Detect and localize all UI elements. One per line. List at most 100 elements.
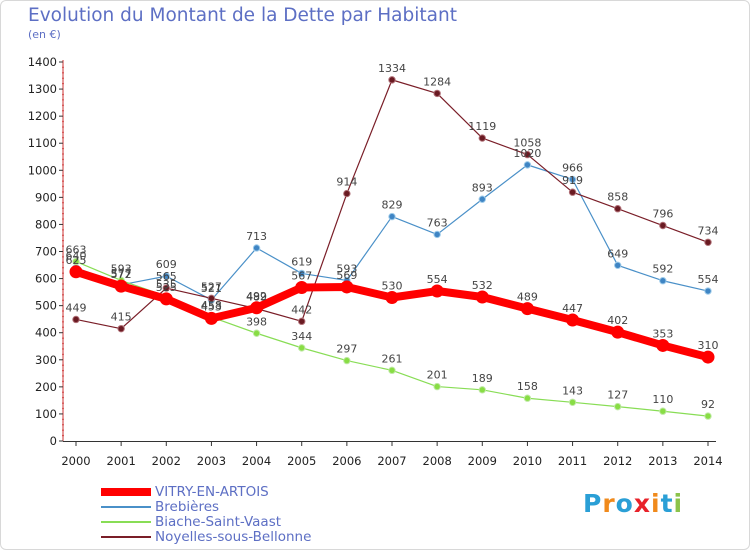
logo-letter: i: [673, 489, 684, 518]
data-point-noyelles-sous-bellonne: [659, 221, 667, 230]
data-point-brebi-res: [433, 230, 441, 239]
y-tick-label: 800: [35, 217, 57, 231]
data-label-noyelles-sous-bellonne: 919: [562, 174, 583, 187]
y-tick-label: 500: [35, 299, 57, 313]
y-minor-tick: [62, 136, 64, 139]
data-point-biache-saint-vaast: [433, 382, 441, 391]
x-tick-label: 2011: [558, 454, 587, 468]
data-point-biache-saint-vaast: [343, 356, 351, 365]
y-minor-tick: [62, 288, 64, 291]
y-minor-tick: [62, 266, 64, 269]
data-label-vitry-en-artois: 453: [201, 300, 222, 313]
legend-label: VITRY-EN-ARTOIS: [155, 484, 269, 500]
data-label-brebi-res: 593: [336, 262, 357, 275]
data-label-biache-saint-vaast: 398: [246, 315, 267, 328]
y-minor-tick: [62, 153, 64, 155]
data-point-noyelles-sous-bellonne: [614, 205, 622, 213]
y-minor-tick: [62, 147, 64, 150]
y-minor-tick: [62, 126, 64, 128]
data-point-vitry-en-artois: [385, 291, 399, 305]
legend-item: VITRY-EN-ARTOIS: [101, 485, 341, 500]
y-minor-tick: [62, 342, 64, 345]
data-label-brebi-res: 554: [698, 273, 719, 286]
y-tick-label: 900: [35, 190, 57, 204]
y-minor-tick: [62, 93, 64, 96]
y-minor-tick: [62, 364, 64, 367]
data-label-brebi-res: 609: [156, 258, 177, 271]
data-point-noyelles-sous-bellonne: [343, 189, 351, 198]
x-tick-label: 2012: [603, 454, 632, 468]
data-label-noyelles-sous-bellonne: 442: [291, 303, 312, 316]
data-label-noyelles-sous-bellonne: 565: [156, 270, 177, 283]
y-minor-tick: [62, 320, 64, 323]
data-point-brebi-res: [568, 175, 577, 184]
data-label-noyelles-sous-bellonne: 734: [698, 224, 719, 237]
data-label-vitry-en-artois: 353: [652, 327, 673, 340]
y-minor-tick: [62, 180, 64, 183]
y-minor-tick: [62, 228, 64, 231]
data-point-vitry-en-artois: [340, 280, 354, 294]
data-point-brebi-res: [478, 195, 486, 203]
data-label-biache-saint-vaast: 110: [652, 393, 673, 406]
y-minor-tick: [62, 218, 64, 220]
data-point-noyelles-sous-bellonne: [72, 315, 80, 324]
proxiti-logo: Proxiti: [583, 489, 683, 518]
data-point-brebi-res: [523, 161, 532, 169]
data-label-brebi-res: 577: [111, 267, 132, 280]
x-tick-label: 2004: [242, 454, 271, 468]
y-minor-tick: [62, 310, 64, 312]
y-minor-tick: [62, 234, 64, 237]
y-minor-tick: [62, 429, 64, 432]
data-point-noyelles-sous-bellonne: [704, 238, 712, 246]
y-minor-tick: [62, 293, 64, 296]
y-minor-tick: [62, 77, 64, 80]
legend: VITRY-EN-ARTOIS Brebières Biache-Saint-Vaa…: [101, 485, 341, 545]
y-minor-tick: [62, 174, 64, 177]
legend-item: Brebières: [101, 500, 341, 515]
data-label-noyelles-sous-bellonne: 1284: [423, 75, 451, 88]
legend-label: Brebières: [155, 499, 220, 515]
data-label-biache-saint-vaast: 458: [201, 299, 222, 312]
y-tick-label: 600: [35, 272, 57, 286]
data-label-vitry-en-artois: 402: [607, 314, 628, 327]
data-point-vitry-en-artois: [475, 290, 489, 304]
data-label-biache-saint-vaast: 593: [111, 262, 132, 275]
data-label-biache-saint-vaast: 201: [427, 369, 448, 382]
data-point-noyelles-sous-bellonne: [433, 89, 441, 98]
data-label-noyelles-sous-bellonne: 489: [246, 291, 267, 304]
data-label-vitry-en-artois: 447: [562, 302, 583, 315]
chart-title: Evolution du Montant de la Dette par Hab…: [28, 5, 457, 26]
data-label-brebi-res: 893: [472, 181, 493, 194]
data-label-vitry-en-artois: 532: [472, 279, 493, 292]
y-minor-tick: [62, 207, 64, 210]
y-minor-tick: [62, 163, 64, 166]
data-point-biache-saint-vaast: [298, 344, 306, 352]
y-minor-tick: [62, 120, 64, 123]
data-point-noyelles-sous-bellonne: [388, 76, 396, 84]
y-minor-tick: [62, 239, 64, 242]
x-tick-label: 2010: [513, 454, 542, 468]
legend-item: Noyelles-sous-Bellonne: [101, 530, 341, 545]
data-label-vitry-en-artois: 525: [156, 281, 177, 294]
data-label-brebi-res: 966: [562, 161, 583, 174]
data-point-noyelles-sous-bellonne: [207, 294, 216, 303]
data-point-vitry-en-artois: [114, 279, 128, 293]
data-label-biache-saint-vaast: 158: [517, 380, 538, 393]
y-minor-tick: [62, 407, 64, 410]
data-point-brebi-res: [388, 212, 396, 221]
data-label-noyelles-sous-bellonne: 1058: [513, 137, 541, 150]
data-label-noyelles-sous-bellonne: 527: [201, 280, 222, 293]
x-tick-label: 2009: [468, 454, 497, 468]
data-label-brebi-res: 640: [66, 250, 87, 263]
data-label-brebi-res: 763: [427, 216, 448, 229]
data-label-brebi-res: 592: [652, 263, 673, 276]
x-tick-label: 2008: [423, 454, 452, 468]
y-minor-tick: [62, 353, 64, 356]
data-label-vitry-en-artois: 310: [698, 339, 719, 352]
y-minor-tick: [62, 380, 64, 383]
y-minor-tick: [62, 283, 64, 285]
y-tick-label: 1100: [28, 136, 57, 150]
data-point-biache-saint-vaast: [614, 402, 622, 411]
logo-letter: x: [633, 489, 651, 518]
data-label-biache-saint-vaast: 189: [472, 372, 493, 385]
